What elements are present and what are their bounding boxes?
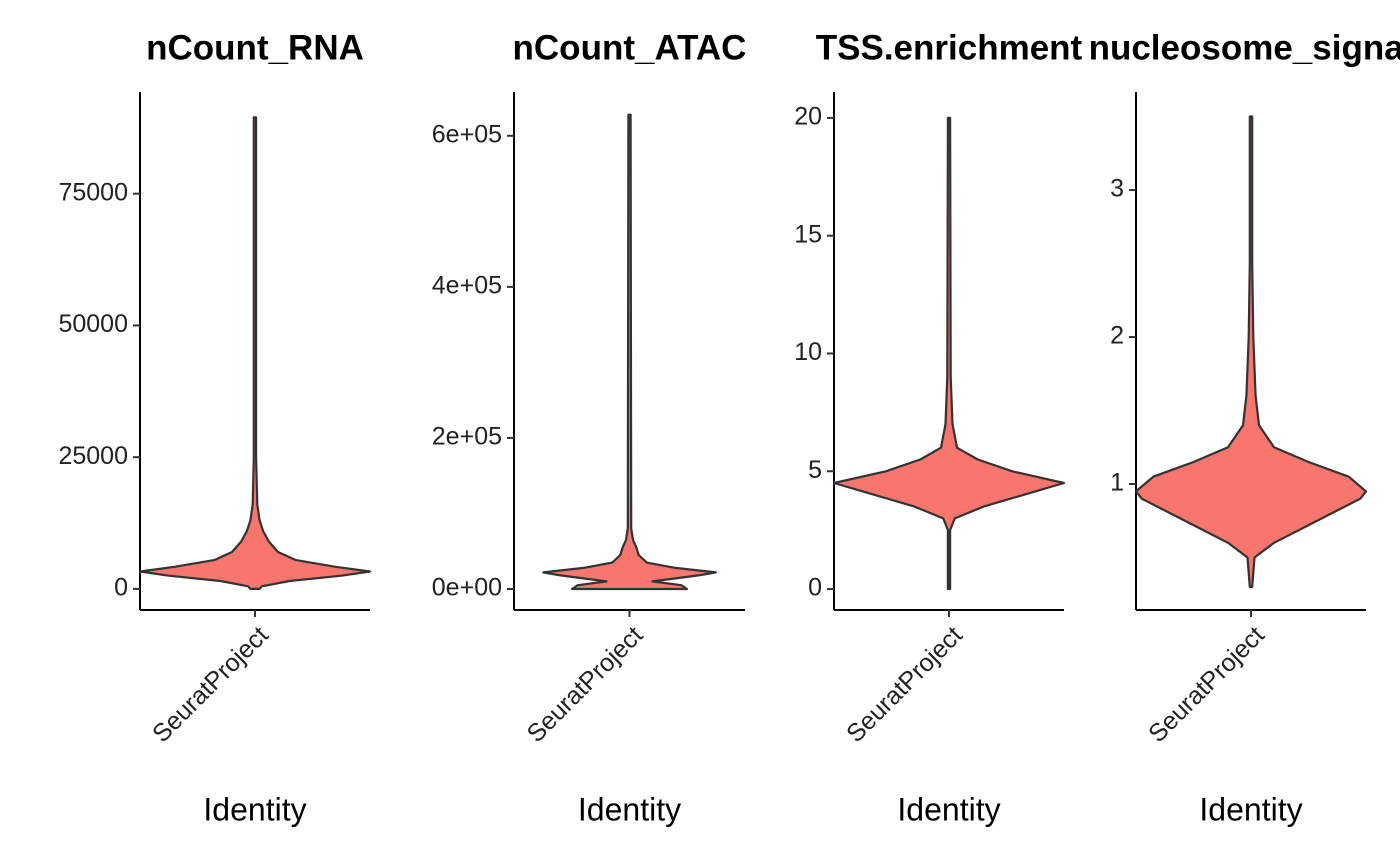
y-tick-label: 2 xyxy=(1110,322,1124,350)
y-tick-label: 0e+00 xyxy=(432,574,502,602)
y-tick-label: 15 xyxy=(794,220,822,248)
violin xyxy=(138,116,372,590)
y-tick-label: 20 xyxy=(794,103,822,131)
x-axis-label: Identity xyxy=(1199,791,1302,827)
violin xyxy=(832,116,1066,591)
x-axis-label: Identity xyxy=(578,791,681,827)
chart-title: nucleosome_signal xyxy=(1089,28,1400,67)
chart-title: nCount_RNA xyxy=(146,28,364,67)
y-tick-label: 1 xyxy=(1110,469,1124,497)
y-tick-label: 5 xyxy=(808,456,822,484)
x-tick-label: SeuratProject xyxy=(147,621,274,748)
chart-title: TSS.enrichment xyxy=(816,28,1083,67)
x-tick-label: SeuratProject xyxy=(841,621,968,748)
x-tick-label: SeuratProject xyxy=(522,621,649,748)
y-tick-label: 50000 xyxy=(58,310,128,338)
y-tick-label: 6e+05 xyxy=(432,120,502,148)
x-axis-label: Identity xyxy=(203,791,306,827)
x-axis-label: Identity xyxy=(897,791,1000,827)
y-tick-label: 3 xyxy=(1110,175,1124,203)
y-tick-label: 2e+05 xyxy=(432,423,502,451)
x-tick-label: SeuratProject xyxy=(1143,621,1270,748)
chart-title: nCount_ATAC xyxy=(513,28,747,67)
y-tick-label: 25000 xyxy=(58,442,128,470)
violin xyxy=(1134,115,1368,588)
y-tick-label: 10 xyxy=(794,338,822,366)
violin xyxy=(542,113,717,591)
y-tick-label: 4e+05 xyxy=(432,271,502,299)
y-tick-label: 0 xyxy=(808,574,822,602)
y-tick-label: 75000 xyxy=(58,178,128,206)
y-tick-label: 0 xyxy=(114,574,128,602)
